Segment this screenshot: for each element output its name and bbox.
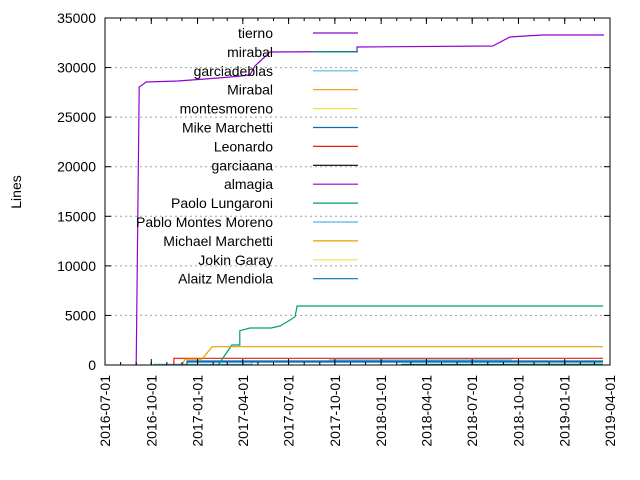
legend-label: garciadeblas (194, 63, 273, 79)
x-tick-label: 2018-10-01 (510, 375, 526, 447)
x-tick-label: 2016-07-01 (97, 375, 113, 447)
x-tick-label: 2019-01-01 (557, 375, 573, 447)
series-line-mike-marchetti (186, 360, 603, 365)
legend-label: Mirabal (227, 82, 273, 98)
x-tick-label: 2018-07-01 (464, 375, 480, 447)
x-tick-label: 2018-01-01 (373, 375, 389, 447)
series-line-leonardo (173, 357, 603, 365)
series-line-tierno (135, 34, 604, 366)
legend-label: Pablo Montes Moreno (136, 214, 273, 230)
y-tick-label: 10000 (57, 258, 96, 274)
y-tick-label: 35000 (57, 10, 96, 26)
y-tick-label: 0 (88, 357, 96, 373)
x-tick-label: 2017-07-01 (281, 375, 297, 447)
x-tick-label: 2017-01-01 (190, 375, 206, 447)
legend-label: Leonardo (214, 138, 273, 154)
legend-label: tierno (238, 25, 273, 41)
x-tick-label: 2016-10-01 (143, 375, 159, 447)
series-line-michael-marchetti (185, 346, 603, 360)
y-tick-label: 20000 (57, 159, 96, 175)
legend-label: almagia (224, 176, 273, 192)
axis-ticks: 0 5000 10000 15000 20000 25000 30000 35000 2016-… (57, 10, 618, 447)
legend: tierno mirabal garciadeblas Mirabal montesmo… (136, 25, 358, 287)
y-tick-label: 5000 (65, 307, 96, 323)
legend-label: Jokin Garay (198, 252, 273, 268)
x-tick-label: 2017-10-01 (327, 375, 343, 447)
series-line-paolo-lungaroni (217, 305, 603, 366)
legend-label: Mike Marchetti (182, 120, 273, 136)
y-tick-label: 15000 (57, 208, 96, 224)
legend-label: mirabal (227, 44, 273, 60)
legend-label: montesmoreno (180, 101, 274, 117)
y-tick-label: 30000 (57, 60, 96, 76)
series-line-mirabal (181, 358, 186, 366)
legend-label: Michael Marchetti (163, 233, 273, 249)
x-tick-label: 2018-04-01 (418, 375, 434, 447)
x-tick-label: 2019-04-01 (602, 375, 618, 447)
legend-label: Alaitz Mendiola (178, 271, 273, 287)
x-tick-label: 2017-04-01 (235, 375, 251, 447)
y-axis-label: Lines (8, 175, 24, 208)
plot-frame (104, 17, 611, 366)
grid-lines (105, 67, 610, 316)
legend-label: garciaana (212, 157, 274, 173)
y-tick-label: 25000 (57, 109, 96, 125)
legend-label: Paolo Lungaroni (171, 195, 273, 211)
